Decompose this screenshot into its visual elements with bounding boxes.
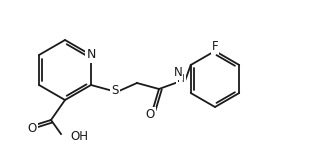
Text: F: F — [212, 40, 218, 54]
Text: O: O — [27, 121, 36, 135]
Text: S: S — [111, 85, 119, 97]
Text: H: H — [177, 74, 185, 84]
Text: N: N — [173, 67, 182, 79]
Text: O: O — [145, 107, 155, 121]
Text: N: N — [86, 48, 96, 62]
Text: OH: OH — [70, 131, 88, 143]
